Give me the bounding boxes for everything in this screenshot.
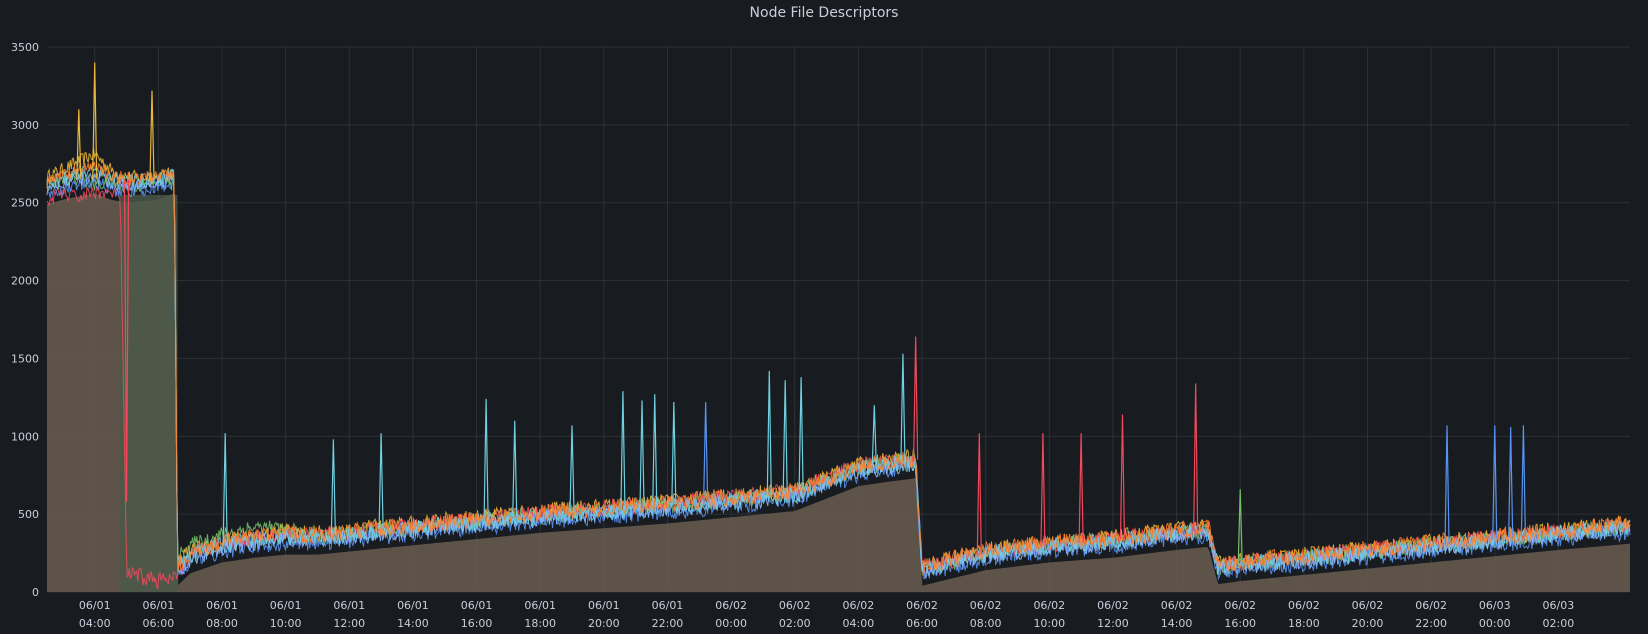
x-tick-date: 06/01 — [79, 599, 111, 612]
series-line — [46, 169, 1631, 579]
x-tick-time: 14:00 — [397, 617, 429, 630]
x-tick-date: 06/01 — [397, 599, 429, 612]
series-group — [46, 147, 1631, 590]
spike-mark — [671, 402, 677, 505]
x-tick-date: 06/02 — [715, 599, 747, 612]
spike-mark — [1520, 425, 1527, 537]
x-tick-date: 06/02 — [1033, 599, 1065, 612]
x-tick-time: 08:00 — [970, 617, 1002, 630]
spike-mark — [76, 109, 82, 180]
y-tick-label: 3000 — [11, 119, 39, 132]
series-line — [46, 161, 1631, 573]
spike-mark — [330, 439, 336, 535]
x-tick-time: 10:00 — [270, 617, 302, 630]
x-tick-date: 06/01 — [652, 599, 684, 612]
x-tick-time: 06:00 — [906, 617, 938, 630]
x-tick-time: 20:00 — [1352, 617, 1384, 630]
y-tick-label: 500 — [18, 508, 39, 521]
x-tick-date: 06/02 — [1097, 599, 1129, 612]
spike-mark — [782, 380, 788, 494]
spike-mark — [1119, 414, 1126, 540]
spike-mark — [512, 420, 518, 517]
x-tick-date: 06/02 — [1224, 599, 1256, 612]
x-tick-date: 06/03 — [1479, 599, 1511, 612]
spike-mark — [652, 394, 658, 506]
x-tick-time: 04:00 — [79, 617, 111, 630]
spike-mark — [1040, 433, 1046, 547]
spike-mark — [1508, 426, 1514, 538]
x-tick-time: 16:00 — [1224, 617, 1256, 630]
area-green — [120, 194, 178, 592]
x-tick-time: 20:00 — [588, 617, 620, 630]
x-tick-time: 06:00 — [143, 617, 175, 630]
spike-mark — [766, 370, 772, 495]
x-tick-time: 00:00 — [1479, 617, 1511, 630]
x-tick-time: 22:00 — [1415, 617, 1447, 630]
spike-mark — [222, 433, 228, 545]
spike-mark — [569, 425, 575, 512]
y-tick-label: 1500 — [11, 352, 39, 365]
y-tick-label: 2000 — [11, 275, 39, 288]
x-tick-date: 06/02 — [843, 599, 875, 612]
x-tick-date: 06/01 — [206, 599, 238, 612]
x-tick-time: 08:00 — [206, 617, 238, 630]
x-tick-date: 06/02 — [906, 599, 938, 612]
spike-mark — [483, 398, 489, 520]
x-tick-time: 22:00 — [652, 617, 684, 630]
x-tick-date: 06/01 — [270, 599, 302, 612]
spike-mark — [92, 62, 98, 180]
spike-mark — [1078, 433, 1084, 543]
spike-mark — [900, 353, 906, 462]
x-tick-time: 00:00 — [715, 617, 747, 630]
y-tick-label: 1000 — [11, 430, 39, 443]
spike-mark — [1444, 425, 1450, 544]
spike-mark — [913, 336, 919, 460]
x-tick-time: 10:00 — [1033, 617, 1065, 630]
x-tick-time: 18:00 — [524, 617, 556, 630]
spike-mark — [703, 402, 709, 502]
spike-mark — [149, 90, 155, 180]
x-tick-date: 06/03 — [1543, 599, 1575, 612]
spike-mark — [378, 433, 384, 530]
x-tick-time: 12:00 — [1097, 617, 1129, 630]
x-tick-date: 06/02 — [779, 599, 811, 612]
x-tick-date: 06/02 — [1415, 599, 1447, 612]
x-tick-time: 18:00 — [1288, 617, 1320, 630]
x-tick-date: 06/02 — [970, 599, 1002, 612]
y-tick-label: 3500 — [11, 41, 39, 54]
x-tick-time: 02:00 — [1543, 617, 1575, 630]
y-tick-label: 2500 — [11, 197, 39, 210]
x-tick-date: 06/01 — [333, 599, 365, 612]
area-fill — [47, 193, 1630, 592]
spike-mark — [871, 405, 877, 466]
panel-title: Node File Descriptors — [749, 5, 899, 21]
x-tick-date: 06/01 — [461, 599, 493, 612]
area-path — [47, 193, 1630, 592]
y-axis: 0 500 1000 1500 2000 2500 3000 3500 — [11, 41, 39, 599]
x-tick-date: 06/02 — [1288, 599, 1320, 612]
spike-mark — [620, 391, 626, 509]
x-tick-time: 14:00 — [1161, 617, 1193, 630]
x-tick-time: 02:00 — [779, 617, 811, 630]
spike-mark — [798, 377, 804, 490]
x-tick-time: 12:00 — [333, 617, 365, 630]
x-tick-date: 06/01 — [588, 599, 620, 612]
y-tick-label: 0 — [32, 586, 39, 599]
spike-mark — [1492, 425, 1498, 540]
x-tick-date: 06/01 — [143, 599, 175, 612]
x-tick-time: 04:00 — [843, 617, 875, 630]
x-tick-date: 06/02 — [1161, 599, 1193, 612]
spike-mark — [639, 400, 645, 507]
x-tick-time: 16:00 — [461, 617, 493, 630]
x-axis: 06/01 04:00 06/01 06:00 06/01 08:00 06/01 10:00… — [79, 599, 1574, 630]
spike-mark — [976, 433, 982, 555]
spike-mark — [1193, 383, 1199, 531]
x-tick-date: 06/02 — [1352, 599, 1384, 612]
spike-mark — [1237, 489, 1243, 564]
x-tick-date: 06/01 — [524, 599, 556, 612]
